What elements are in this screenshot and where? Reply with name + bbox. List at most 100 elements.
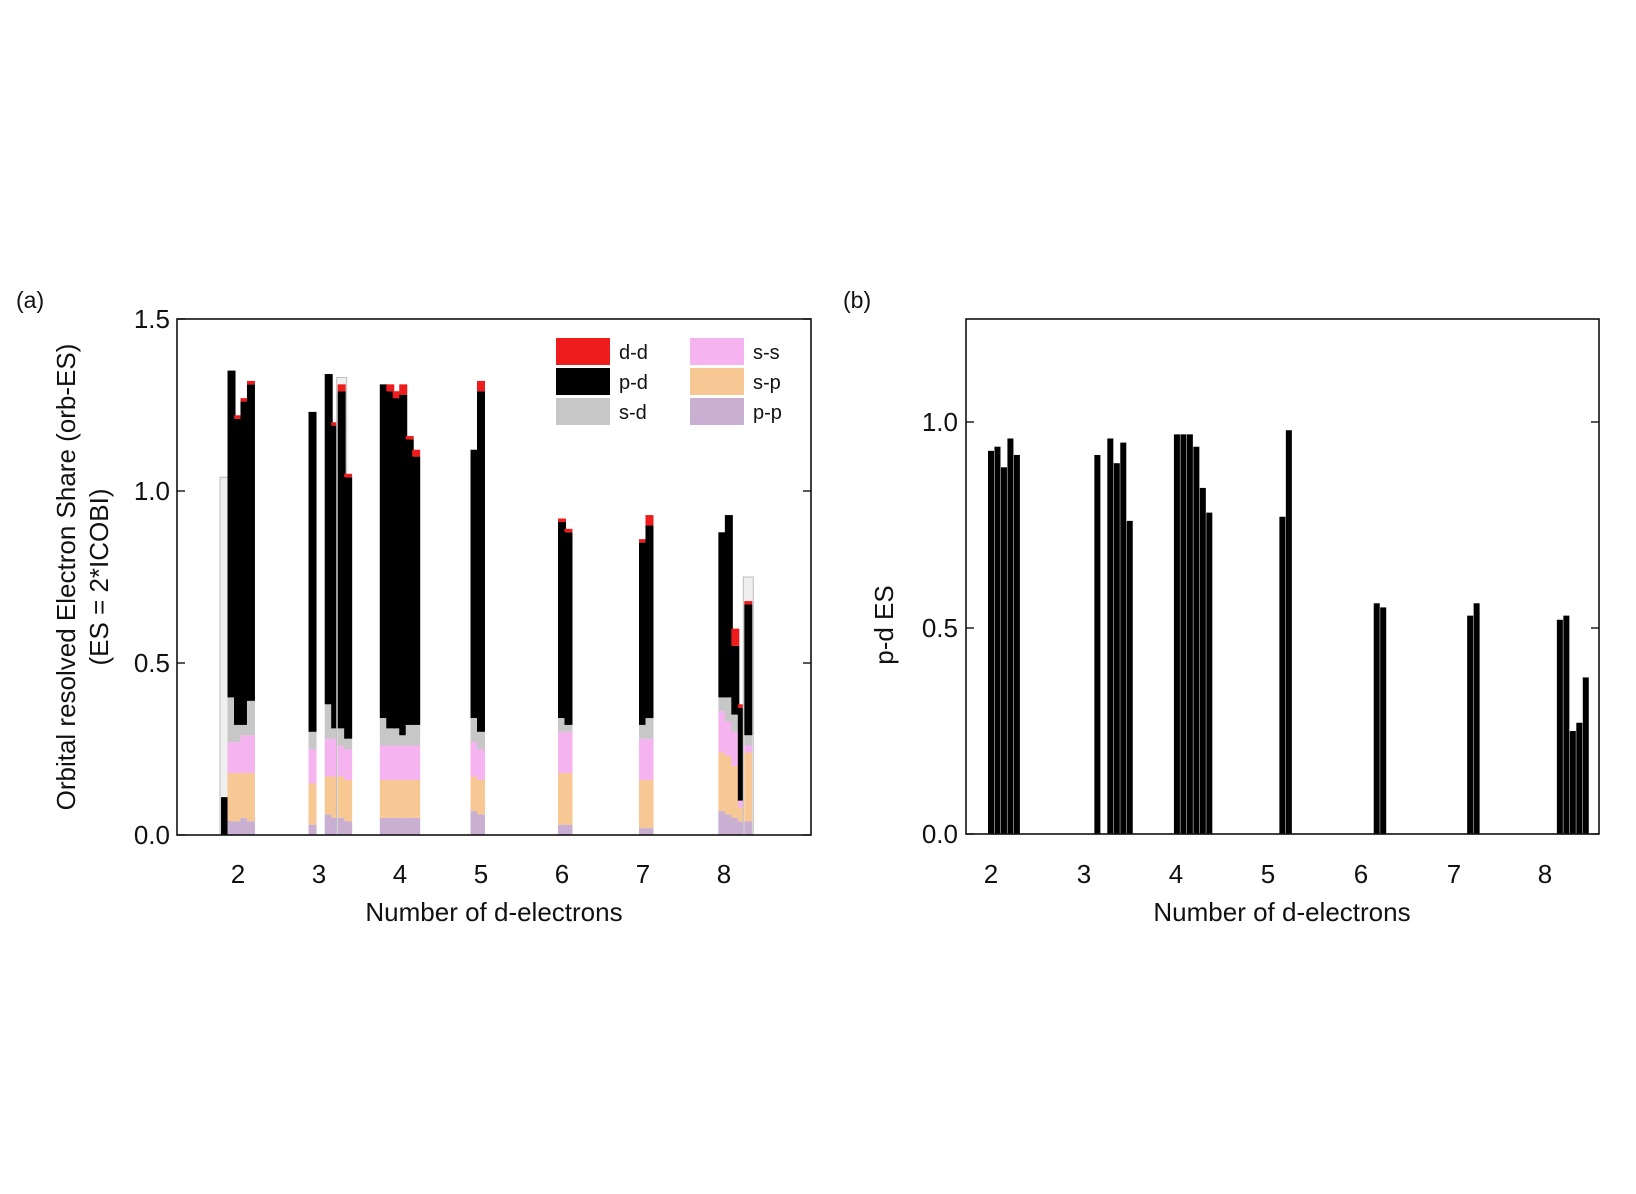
a-bar-25-s-p	[737, 807, 746, 822]
a-bar-18-d-d	[558, 518, 566, 522]
a-bar-5-s-s	[308, 749, 317, 784]
b-bar-10	[1173, 434, 1180, 834]
b-bar-13	[1193, 446, 1200, 834]
a-bar-12-s-d	[392, 728, 401, 746]
a-bar-9-s-s	[344, 749, 353, 780]
panel-a: (a) 0.0 0.5 1.0 1.5 2 3 4 5 6 7 8 Number of d-ele…	[16, 287, 812, 927]
b-xtick-label-6: 6	[1354, 859, 1368, 889]
a-bar-12-p-d	[392, 398, 401, 729]
b-xtick-label-3: 3	[1077, 859, 1091, 889]
a-bar-2-p-d	[234, 418, 242, 725]
a-bar-11-s-s	[386, 745, 395, 780]
a-bar-3-d-d	[240, 398, 249, 402]
a-bar-10-p-p	[379, 817, 388, 835]
panel-b-yticks: 0.0 0.5 1.0	[922, 407, 1599, 849]
a-bar-8-s-s	[337, 745, 346, 777]
a-bar-16-p-d	[470, 449, 479, 719]
a-bar-11-s-p	[386, 779, 395, 818]
b-bar-20	[1467, 615, 1474, 834]
a-bar-10-s-s	[379, 745, 388, 780]
a-bar-5-p-p	[308, 824, 317, 835]
a-bar-9-s-p	[344, 779, 353, 822]
panel-a-bars	[219, 370, 754, 836]
a-bar-16-s-p	[470, 776, 479, 811]
panel-a-legend: d-d p-d s-d s-s s-p p-p	[556, 338, 782, 425]
a-bar-24-s-d	[731, 714, 740, 732]
a-bar-11-p-p	[386, 817, 395, 835]
a-bar-17-p-d	[477, 391, 485, 732]
a-bar-14-s-p	[405, 779, 414, 818]
a-bar-17-p-p	[477, 814, 485, 835]
a-bar-16-s-d	[470, 718, 479, 743]
a-bar-2-p-p	[234, 821, 242, 835]
a-bar-9-d-d	[344, 473, 353, 478]
a-bar-16-p-p	[470, 810, 479, 835]
a-bar-24-p-d	[731, 645, 740, 715]
a-bar-20-p-d	[639, 542, 647, 725]
a-bar-26-p-p	[744, 821, 753, 835]
panel-a-ylabel-line1: Orbital resolved Electron Share (orb-ES)	[51, 344, 81, 811]
a-bar-8-s-d	[337, 728, 346, 746]
a-bar-26-d-d	[744, 601, 753, 605]
b-bar-21	[1473, 603, 1480, 834]
a-bar-1-p-p	[227, 821, 236, 835]
a-bar-10-s-p	[379, 779, 388, 818]
a-ytick-label-1: 0.5	[134, 648, 170, 678]
a-bar-19-s-p	[564, 773, 573, 825]
a-xtick-label-5: 5	[474, 859, 488, 889]
a-legend-label-s-s: s-s	[753, 342, 780, 364]
panel-a-xlabel: Number of d-electrons	[365, 897, 622, 927]
b-bar-25	[1576, 722, 1583, 834]
a-bar-23-p-p	[724, 814, 733, 835]
a-bar-25-p-d	[737, 707, 746, 801]
a-bar-5-s-d	[308, 731, 317, 749]
a-bar-12-s-p	[392, 779, 401, 818]
b-bar-3	[1007, 438, 1014, 834]
a-legend-label-s-d: s-d	[619, 402, 647, 424]
a-legend-label-s-p: s-p	[753, 372, 781, 394]
a-bar-21-p-p	[645, 828, 654, 835]
a-bar-8-p-p	[337, 817, 346, 835]
panel-a-yticks: 0.0 0.5 1.0 1.5	[134, 304, 811, 850]
a-bar-14-p-d	[405, 439, 414, 725]
b-bar-22	[1556, 619, 1563, 834]
a-bar-18-s-s	[558, 731, 566, 774]
b-bar-4	[1013, 454, 1020, 834]
b-bar-23	[1563, 615, 1570, 834]
a-bar-11-d-d	[386, 384, 395, 392]
a-bar-5-p-d	[308, 411, 317, 732]
a-bar-13-s-p	[399, 779, 408, 818]
a-bar-11-p-d	[386, 391, 395, 729]
panel-a-ylabel-line2: (ES = 2*ICOBI)	[84, 489, 114, 666]
a-bar-3-p-d	[240, 401, 249, 725]
a-bar-17-d-d	[477, 380, 485, 392]
a-bar-20-s-d	[639, 724, 647, 739]
panel-b-label: (b)	[843, 287, 871, 313]
b-bar-7	[1113, 463, 1120, 834]
a-bar-24-d-d	[731, 628, 740, 646]
panel-a-frame	[176, 318, 812, 836]
a-bar-21-p-d	[645, 525, 654, 719]
a-xtick-label-3: 3	[312, 859, 326, 889]
a-bar-12-p-p	[392, 817, 401, 835]
panel-b-bars	[988, 430, 1589, 834]
a-bar-5-s-p	[308, 783, 317, 825]
a-bar-7-d-d	[331, 422, 340, 426]
panel-b-ylabel: p-d ES	[869, 585, 899, 665]
a-bar-17-s-s	[477, 749, 485, 780]
a-bar-25-d-d	[737, 704, 746, 708]
a-bar-11-s-d	[386, 728, 395, 746]
panel-b: (b) 0.0 0.5 1.0 2 3 4 5 6 7 8 Number of d-electr…	[843, 287, 1600, 927]
a-bar-25-s-s	[737, 800, 746, 808]
a-bar-4-p-p	[246, 821, 255, 835]
a-bar-12-s-s	[392, 745, 401, 780]
a-bar-22-s-p	[718, 752, 727, 811]
a-bar-4-s-d	[246, 700, 255, 736]
a-bar-22-p-d	[718, 532, 727, 698]
b-xtick-label-7: 7	[1447, 859, 1461, 889]
a-bar-21-s-d	[645, 718, 654, 739]
b-bar-15	[1206, 512, 1213, 834]
a-bar-16-s-s	[470, 742, 479, 777]
a-bar-10-p-d	[379, 384, 388, 719]
